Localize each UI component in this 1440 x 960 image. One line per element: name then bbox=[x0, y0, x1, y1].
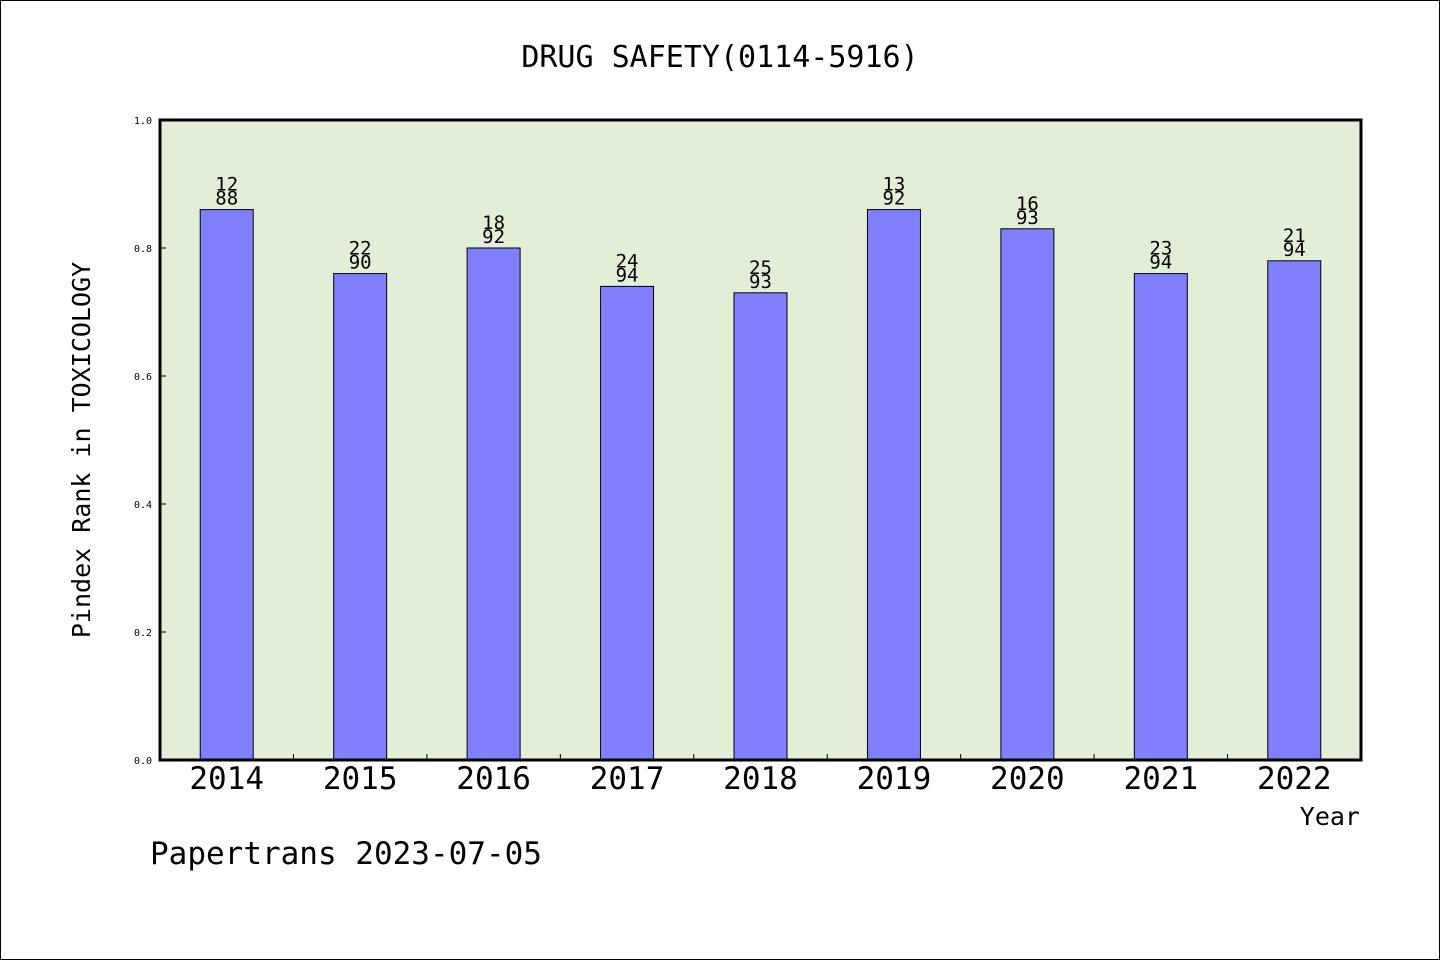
bar-2015 bbox=[333, 273, 388, 761]
plot-border bbox=[158, 118, 1363, 762]
bar-label-top-2014: 12 bbox=[215, 174, 238, 196]
bar-label-top-2021: 23 bbox=[1149, 238, 1172, 260]
y-tick-label-0.6: 0.6 bbox=[134, 372, 152, 383]
bar-2016 bbox=[466, 247, 521, 761]
y-tick-label-0.2: 0.2 bbox=[134, 628, 152, 639]
bar-label-bottom-2021: 94 bbox=[1149, 252, 1172, 274]
bar-label-top-2015: 22 bbox=[349, 238, 372, 260]
y-tick-label-0.0: 0.0 bbox=[134, 756, 152, 767]
bar-label-bottom-2019: 92 bbox=[882, 188, 905, 210]
bar-2020 bbox=[1000, 228, 1055, 761]
x-tick-label-2019: 2019 bbox=[857, 761, 932, 797]
x-tick-label-2016: 2016 bbox=[456, 761, 531, 797]
bar-label-top-2018: 25 bbox=[749, 257, 772, 279]
x-tick-label-2022: 2022 bbox=[1257, 761, 1332, 797]
bar-2017 bbox=[600, 285, 655, 761]
bars-group bbox=[199, 209, 1322, 761]
bar-label-bottom-2014: 88 bbox=[215, 188, 238, 210]
bar-label-bottom-2018: 93 bbox=[749, 271, 772, 293]
bar-label-top-2019: 13 bbox=[882, 174, 905, 196]
x-axis-label: Year bbox=[1300, 802, 1360, 831]
x-tick-label-2018: 2018 bbox=[723, 761, 798, 797]
bar-label-top-2020: 16 bbox=[1016, 193, 1039, 215]
x-tick-label-2015: 2015 bbox=[323, 761, 398, 797]
bar-label-bottom-2017: 94 bbox=[616, 264, 639, 286]
y-tick-label-1.0: 1.0 bbox=[134, 116, 152, 127]
bar-label-bottom-2016: 92 bbox=[482, 226, 505, 248]
y-axis-label: Pindex Rank in TOXICOLOGY bbox=[67, 262, 96, 638]
x-tick-label-2017: 2017 bbox=[590, 761, 665, 797]
x-axis: 2014 2015 2016 2017 2018 2019 2020 2021 2022 bbox=[189, 754, 1332, 797]
bar-label-bottom-2020: 93 bbox=[1016, 207, 1039, 229]
bar-label-top-2022: 21 bbox=[1283, 225, 1306, 247]
x-tick-label-2014: 2014 bbox=[189, 761, 264, 797]
bar-2014 bbox=[199, 209, 254, 761]
bar-2022 bbox=[1267, 260, 1322, 761]
y-tick-label-0.4: 0.4 bbox=[134, 500, 152, 511]
chart-title: DRUG SAFETY(0114-5916) bbox=[521, 40, 918, 75]
bar-label-bottom-2022: 94 bbox=[1283, 239, 1306, 261]
bar-label-top-2016: 18 bbox=[482, 212, 505, 234]
bar-2019 bbox=[866, 209, 921, 761]
bar-2021 bbox=[1133, 273, 1188, 761]
footer-credit: Papertrans 2023-07-05 bbox=[150, 836, 542, 872]
bar-2018 bbox=[733, 292, 788, 761]
bar-label-bottom-2015: 90 bbox=[349, 252, 372, 274]
x-tick-label-2021: 2021 bbox=[1124, 761, 1199, 797]
y-tick-label-0.8: 0.8 bbox=[134, 244, 152, 255]
bar-label-top-2017: 24 bbox=[616, 250, 639, 272]
x-tick-label-2020: 2020 bbox=[990, 761, 1065, 797]
